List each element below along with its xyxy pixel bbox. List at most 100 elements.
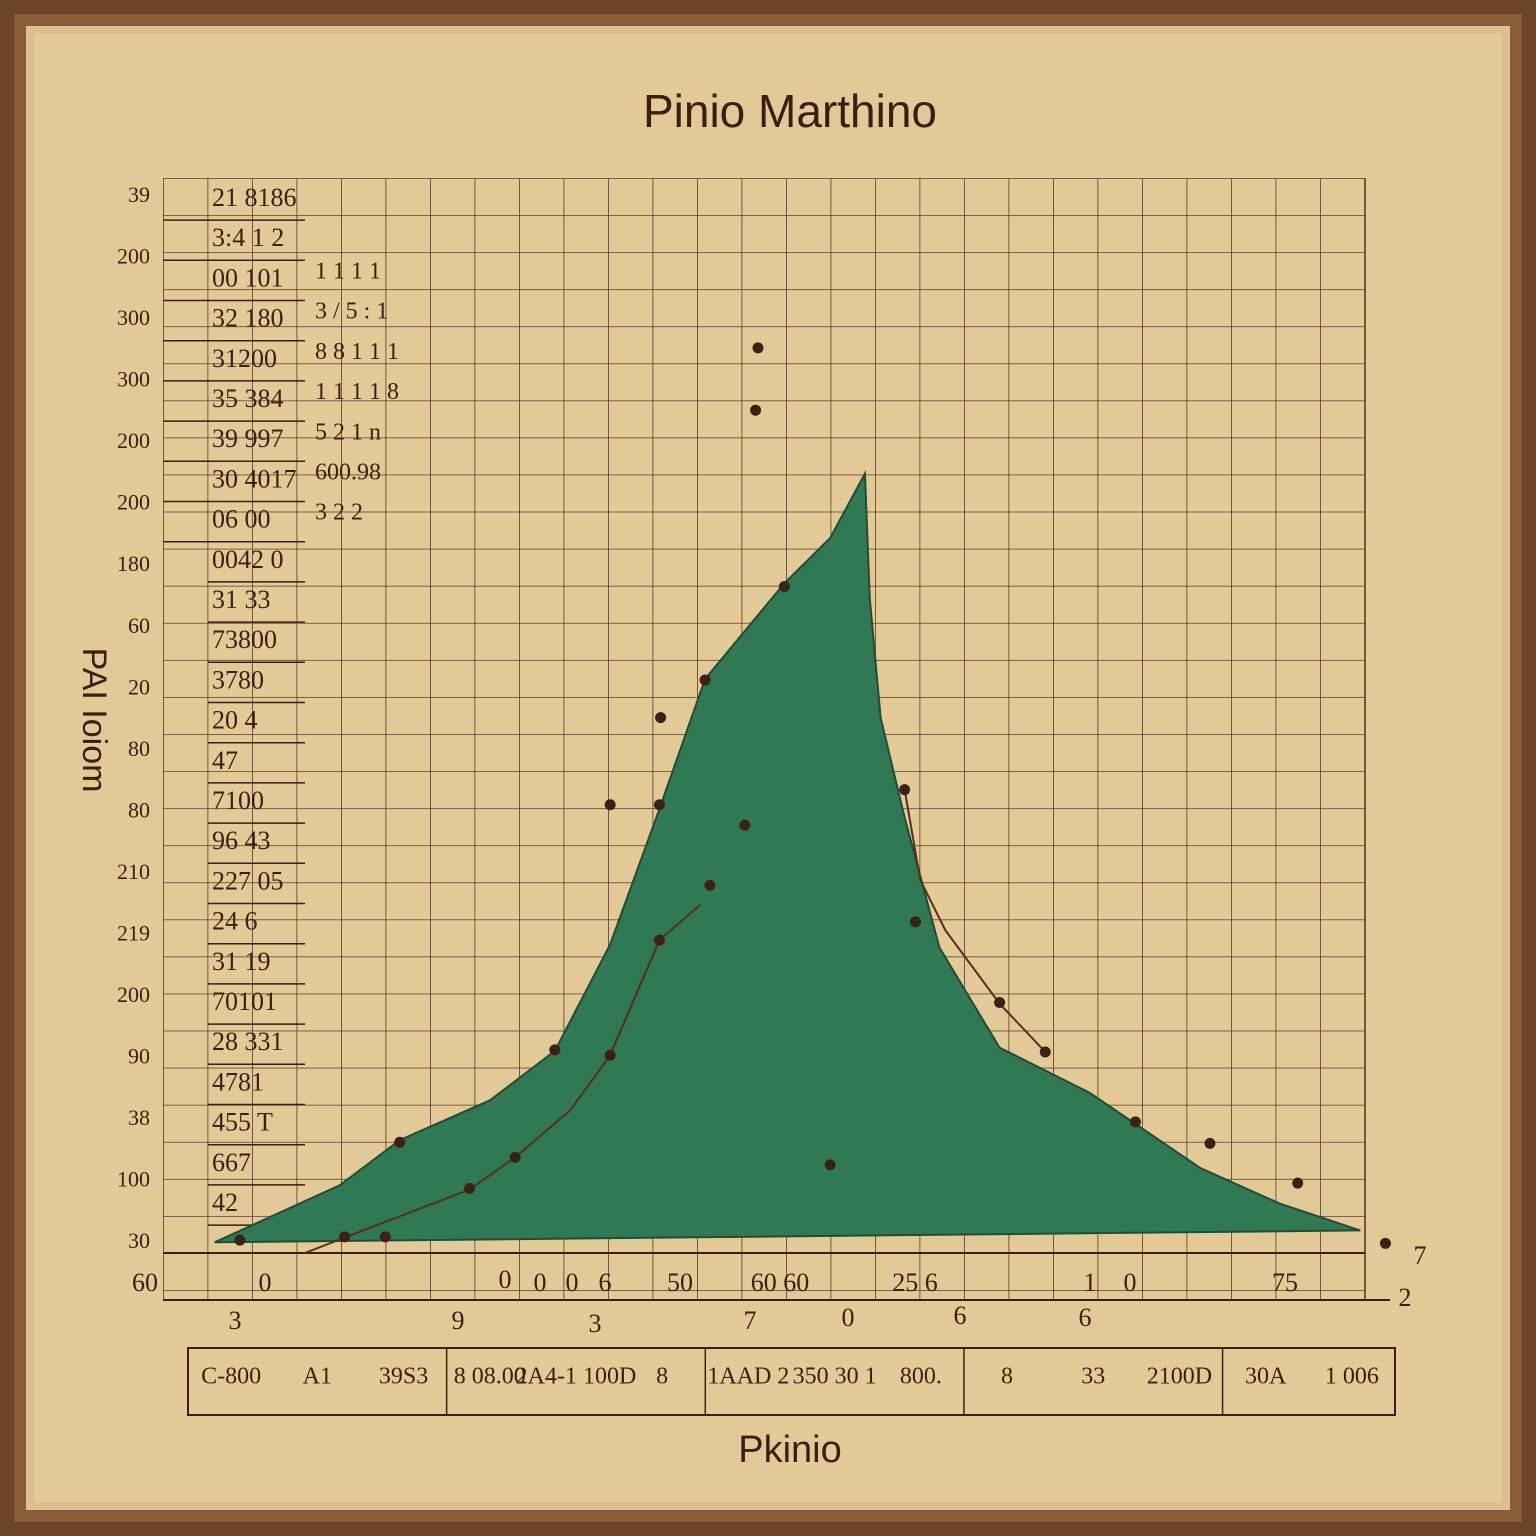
point [604, 799, 616, 811]
footer-cell: 33 [1081, 1364, 1105, 1390]
row-label-2: 8 8 1 1 1 [315, 339, 399, 365]
line [903, 789, 1046, 1053]
y-axis-label: 300 [117, 367, 150, 392]
point [509, 1151, 521, 1163]
y-axis-label: 39 [128, 182, 150, 207]
footer-cell: 1AAD 2 [707, 1364, 789, 1390]
point [1039, 1046, 1051, 1058]
footer-cell: 2A4-1 100D [516, 1364, 637, 1390]
point [1379, 1237, 1391, 1249]
x-axis-label: 60 60 [751, 1268, 810, 1297]
x-axis-label: 9 [452, 1306, 465, 1335]
x-axis-label: 25 6 [892, 1268, 938, 1297]
point [1292, 1177, 1304, 1189]
footer-cell: A1 [303, 1364, 332, 1390]
row-label: 24 6 [212, 907, 258, 936]
row-label: 31200 [212, 344, 277, 373]
footer-cell: 8 [1001, 1364, 1013, 1390]
x-axis-label: 0 [499, 1265, 512, 1294]
row-label: 31 33 [212, 585, 271, 614]
row-label: 20 4 [212, 706, 258, 735]
x-axis-label: 6 [599, 1268, 612, 1297]
row-label: 06 00 [212, 505, 271, 534]
y-axis-label: 30 [128, 1228, 150, 1253]
point [653, 934, 665, 946]
point [994, 997, 1006, 1009]
y-axis-label: 80 [128, 797, 150, 822]
y-axis-label: 100 [117, 1167, 150, 1192]
y-axis-label: 38 [128, 1105, 150, 1130]
point [234, 1234, 246, 1246]
x-axis-label: 0 [534, 1268, 547, 1297]
x-axis-label: 0 [259, 1268, 272, 1297]
row-label: 42 [212, 1188, 238, 1217]
row-label-2: 1 1 1 1 [315, 259, 381, 285]
y-axis-label: 200 [117, 490, 150, 515]
row-label: 39 997 [212, 424, 284, 453]
row-label: 0042 0 [212, 545, 284, 574]
point [464, 1183, 476, 1194]
x-axis-title: Pkinio [738, 1429, 842, 1471]
x-axis-label: 0 [1124, 1268, 1137, 1297]
plot: 3920030030020020018060208080210219200903… [117, 182, 1427, 1415]
row-label-2: 5 2 1 n [315, 419, 381, 445]
row-label: 3:4 1 2 [212, 223, 284, 252]
y-axis-label: 200 [117, 428, 150, 453]
row-label: 70101 [212, 987, 277, 1016]
x-axis-label: 0 [566, 1268, 579, 1297]
y-axis-label: 300 [117, 305, 150, 330]
point [604, 1049, 616, 1061]
y-axis-label: 60 [128, 613, 150, 638]
x-axis-label: 3 [229, 1306, 242, 1335]
chart-title: Pinio Marthino [643, 85, 937, 137]
x-axis-label: 1 [1084, 1268, 1097, 1297]
row-label: 7100 [212, 786, 264, 815]
footer-cell: 2100D [1147, 1364, 1212, 1390]
y-axis-label: 80 [128, 736, 150, 761]
row-label-2: 3 2 2 [315, 500, 363, 526]
footer-cell: 800. [900, 1364, 942, 1390]
row-label: 28 331 [212, 1027, 284, 1056]
footer-cell: 8 [656, 1364, 668, 1390]
point [778, 581, 790, 592]
row-label: 96 43 [212, 826, 271, 855]
row-label: 30 4017 [212, 464, 297, 493]
y-axis-label: 219 [117, 920, 150, 945]
row-label: 32 180 [212, 304, 284, 333]
line [304, 903, 701, 1254]
footer-cell: 1 006 [1325, 1364, 1379, 1390]
row-label: 47 [212, 746, 238, 775]
row-label: 667 [212, 1148, 251, 1177]
point [653, 799, 665, 811]
x-axis-label: 75 [1272, 1268, 1298, 1297]
point [339, 1231, 351, 1243]
area [214, 469, 1361, 1244]
y-axis-label: 200 [117, 244, 150, 269]
row-label-2: 1 1 1 1 8 [315, 379, 399, 405]
row-label: 227 05 [212, 866, 284, 895]
y-axis-label: 210 [117, 859, 150, 884]
y-axis-label: 90 [128, 1043, 150, 1068]
x-axis-label: 6 [954, 1301, 967, 1330]
point [655, 712, 667, 724]
point [750, 404, 762, 416]
footer-cell: 30A [1245, 1364, 1287, 1390]
row-label: 455 T [212, 1108, 273, 1137]
footer-cell: 8 08.00 [454, 1364, 526, 1390]
footer-cell: 350 30 1 [793, 1364, 877, 1390]
point [909, 916, 921, 928]
point [1204, 1137, 1216, 1149]
x-axis-label: 50 [667, 1268, 693, 1297]
y-axis-label: 20 [128, 674, 150, 699]
x-axis-label: 6 [1079, 1303, 1092, 1332]
point [739, 819, 751, 831]
row-label-2: 3 / 5 : 1 [315, 299, 388, 325]
row-label: 3780 [212, 665, 264, 694]
point [899, 784, 911, 796]
point [549, 1044, 561, 1056]
x-axis-label: 60 [132, 1268, 158, 1297]
row-label: 31 19 [212, 947, 271, 976]
point [379, 1231, 391, 1243]
